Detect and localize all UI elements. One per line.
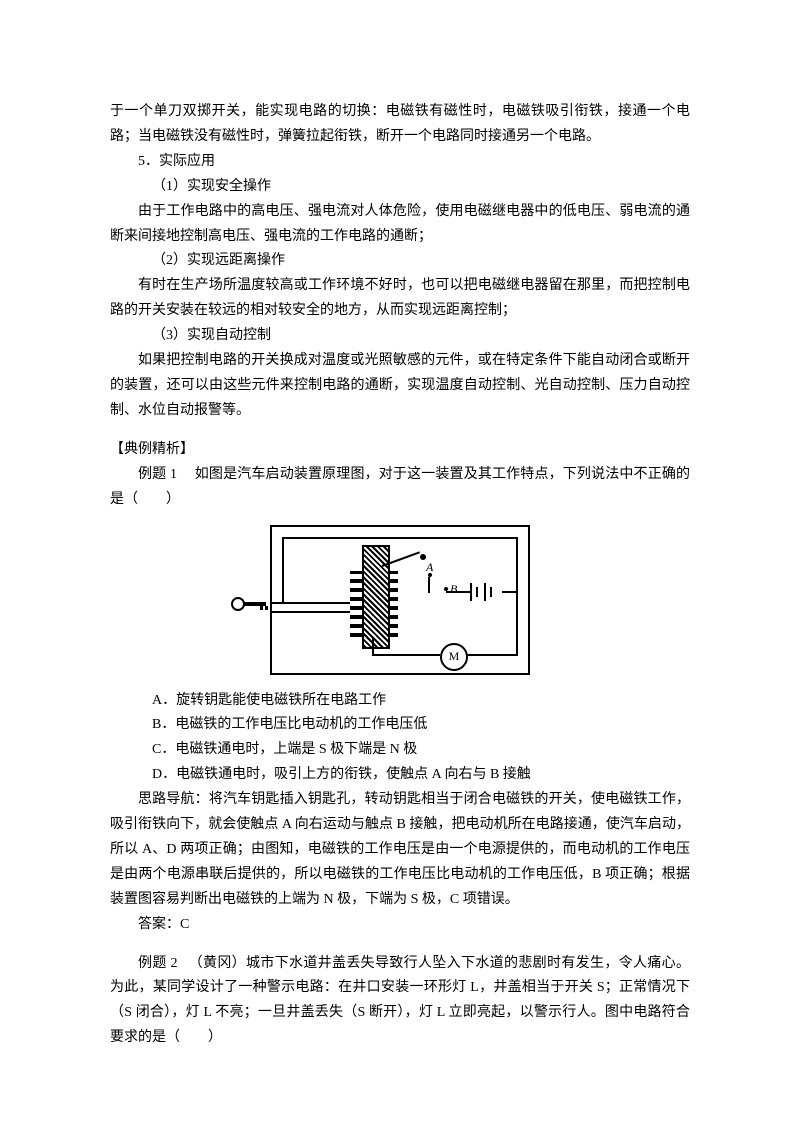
example-1-option-a: A．旋转钥匙能使电磁铁所在电路工作 — [110, 689, 690, 714]
label-a: A — [426, 557, 433, 578]
circuit-diagram: A B M — [270, 525, 530, 675]
spacer — [110, 938, 690, 952]
iron-core — [362, 545, 390, 649]
sub-2-title: （2）实现远距离操作 — [110, 249, 690, 274]
example-1-option-c: C．电磁铁通电时，上端是 S 极下端是 N 极 — [110, 738, 690, 763]
sub-1-title: （1）实现安全操作 — [110, 175, 690, 200]
example-1-title: 例题 1 如图是汽车启动装置原理图，对于这一装置及其工作特点，下列说法中不正确的… — [110, 463, 690, 513]
example-1-answer: 答案：C — [110, 913, 690, 938]
diagram-wrap: A B M — [110, 513, 690, 689]
intro-continuation: 于一个单刀双掷开关，能实现电路的切换：电磁铁有磁性时，电磁铁吸引衔铁，接通一个电… — [110, 100, 690, 150]
sub-3-title: （3）实现自动控制 — [110, 324, 690, 349]
wire — [464, 654, 518, 656]
sub-2-text: 有时在生产场所温度较高或工作环境不好时，也可以把电磁继电器留在那里，而把控制电路… — [110, 274, 690, 324]
wire — [270, 611, 350, 613]
wire — [516, 591, 518, 656]
label-b: B — [450, 579, 457, 600]
motor-label: M — [449, 646, 460, 667]
spacer — [110, 424, 690, 438]
examples-heading: 【典例精析】 — [110, 438, 690, 463]
wire — [270, 602, 350, 604]
motor-symbol: M — [440, 643, 468, 671]
example-1-option-b: B．电磁铁的工作电压比电动机的工作电压低 — [110, 713, 690, 738]
wire — [282, 537, 518, 539]
wire — [516, 537, 518, 592]
section-5-title: 5．实际应用 — [110, 150, 690, 175]
example-1-hint: 思路导航：将汽车钥匙插入钥匙孔，转动钥匙相当于闭合电磁铁的开关，使电磁铁工作，吸… — [110, 788, 690, 913]
wire — [372, 637, 374, 656]
sub-3-text: 如果把控制电路的开关换成对温度或光照敏感的元件，或在特定条件下能自动闭合或断开的… — [110, 349, 690, 424]
key-icon — [230, 595, 270, 613]
sub-1-text: 由于工作电路中的高电压、强电流对人体危险，使用电磁继电器中的低电压、弱电流的通断… — [110, 200, 690, 250]
example-1-option-d: D．电磁铁通电时，吸引上方的衔铁，使触点 A 向右与 B 接触 — [110, 763, 690, 788]
battery — [470, 583, 504, 601]
wire — [372, 654, 440, 656]
example-2-title: 例题 2 （黄冈）城市下水道井盖丢失导致行人坠入下水道的悲剧时有发生，令人痛心。… — [110, 952, 690, 1052]
wire — [446, 591, 470, 593]
wire — [282, 537, 284, 602]
page: 于一个单刀双掷开关，能实现电路的切换：电磁铁有磁性时，电磁铁吸引衔铁，接通一个电… — [0, 0, 800, 1132]
wire — [428, 577, 430, 593]
